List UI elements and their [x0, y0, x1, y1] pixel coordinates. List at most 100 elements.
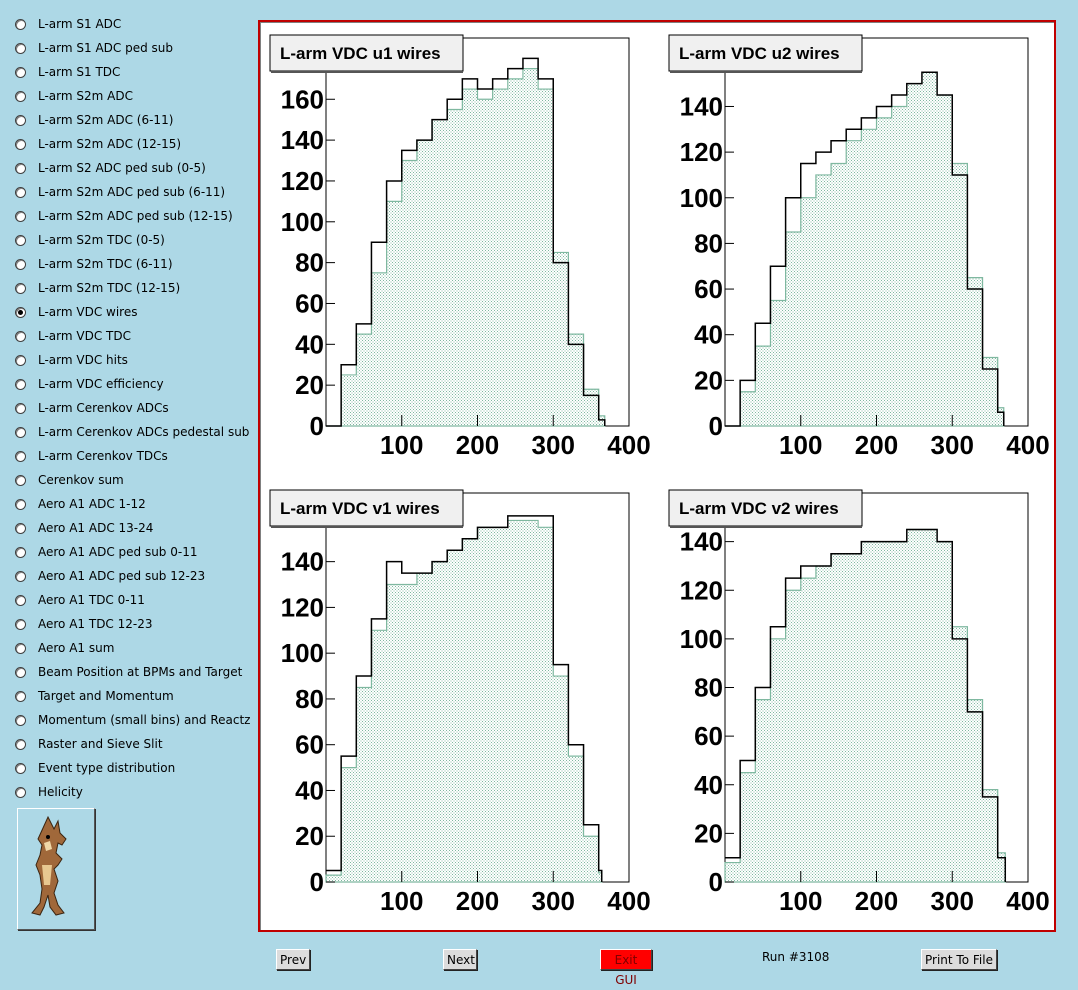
histogram-option-label: L-arm S1 ADC ped sub — [38, 41, 173, 55]
histogram-option-label: Momentum (small bins) and Reactz — [38, 713, 251, 727]
histogram-option-label: L-arm S2m TDC (12-15) — [38, 281, 181, 295]
radio-unchecked-icon[interactable] — [15, 762, 26, 774]
radio-unchecked-icon[interactable] — [15, 210, 26, 222]
radio-unchecked-icon[interactable] — [15, 186, 26, 198]
histogram-option[interactable]: L-arm S1 ADC ped sub — [15, 37, 173, 59]
radio-unchecked-icon[interactable] — [15, 282, 26, 294]
histogram-option[interactable]: L-arm VDC hits — [15, 349, 128, 371]
run-number-label: Run #3108 — [762, 950, 830, 964]
histogram-title: L-arm VDC u2 wires — [679, 44, 840, 63]
radio-unchecked-icon[interactable] — [15, 594, 26, 606]
histogram-title-box — [668, 489, 863, 527]
histogram-option[interactable]: Aero A1 sum — [15, 637, 114, 659]
radio-checked-icon[interactable] — [15, 306, 26, 318]
radio-unchecked-icon[interactable] — [15, 234, 26, 246]
y-tick-label: 40 — [694, 320, 723, 350]
histogram-option[interactable]: L-arm S2 ADC ped sub (0-5) — [15, 157, 206, 179]
radio-unchecked-icon[interactable] — [15, 714, 26, 726]
histogram-option[interactable]: L-arm S2m ADC (12-15) — [15, 133, 181, 155]
histogram-option[interactable]: Aero A1 TDC 12-23 — [15, 613, 153, 635]
histogram-option[interactable]: L-arm S2m ADC (6-11) — [15, 109, 173, 131]
histogram-option[interactable]: Raster and Sieve Slit — [15, 733, 163, 755]
x-tick-label: 300 — [931, 430, 974, 460]
x-tick-label: 400 — [1006, 430, 1049, 460]
radio-unchecked-icon[interactable] — [15, 42, 26, 54]
radio-unchecked-icon[interactable] — [15, 786, 26, 798]
x-tick-label: 200 — [855, 886, 898, 916]
histogram-option[interactable]: L-arm S1 TDC — [15, 61, 120, 83]
radio-unchecked-icon[interactable] — [15, 618, 26, 630]
exit-gui-button[interactable]: Exit GUI — [600, 949, 652, 987]
histogram-option[interactable]: L-arm S2m TDC (6-11) — [15, 253, 173, 275]
radio-unchecked-icon[interactable] — [15, 666, 26, 678]
radio-unchecked-icon[interactable] — [15, 18, 26, 30]
histogram-option[interactable]: Target and Momentum — [15, 685, 174, 707]
radio-unchecked-icon[interactable] — [15, 138, 26, 150]
histogram-option[interactable]: L-arm S2m ADC — [15, 85, 133, 107]
radio-unchecked-icon[interactable] — [15, 522, 26, 534]
histogram-title: L-arm VDC v1 wires — [280, 499, 440, 518]
histogram-option[interactable]: Helicity — [15, 781, 83, 803]
histogram-option[interactable]: L-arm Cerenkov ADCs pedestal sub — [15, 421, 249, 443]
next-button[interactable]: Next — [443, 949, 477, 970]
radio-unchecked-icon[interactable] — [15, 258, 26, 270]
histogram-option[interactable]: L-arm S2m ADC ped sub (12-15) — [15, 205, 233, 227]
radio-unchecked-icon[interactable] — [15, 66, 26, 78]
radio-unchecked-icon[interactable] — [15, 90, 26, 102]
radio-unchecked-icon[interactable] — [15, 546, 26, 558]
histogram-option[interactable]: L-arm S2m TDC (0-5) — [15, 229, 165, 251]
histogram-option[interactable]: Event type distribution — [15, 757, 175, 779]
histogram-option-label: L-arm S2m ADC ped sub (12-15) — [38, 209, 233, 223]
y-tick-label: 80 — [694, 673, 723, 703]
histogram-option[interactable]: L-arm VDC TDC — [15, 325, 131, 347]
histogram-option[interactable]: Aero A1 ADC ped sub 12-23 — [15, 565, 205, 587]
x-tick-label: 400 — [607, 430, 650, 460]
histogram-option[interactable]: Beam Position at BPMs and Target — [15, 661, 242, 683]
radio-unchecked-icon[interactable] — [15, 426, 26, 438]
histogram-option[interactable]: Cerenkov sum — [15, 469, 124, 491]
radio-unchecked-icon[interactable] — [15, 162, 26, 174]
histogram-option[interactable]: Aero A1 ADC 13-24 — [15, 517, 153, 539]
y-tick-label: 40 — [694, 770, 723, 800]
y-tick-label: 100 — [680, 624, 723, 654]
radio-unchecked-icon[interactable] — [15, 474, 26, 486]
radio-unchecked-icon[interactable] — [15, 354, 26, 366]
histogram-option[interactable]: L-arm VDC efficiency — [15, 373, 164, 395]
y-tick-label: 0 — [310, 411, 324, 441]
radio-unchecked-icon[interactable] — [15, 690, 26, 702]
histogram-option-label: L-arm S1 TDC — [38, 65, 121, 79]
radio-unchecked-icon[interactable] — [15, 402, 26, 414]
radio-unchecked-icon[interactable] — [15, 642, 26, 654]
radio-unchecked-icon[interactable] — [15, 498, 26, 510]
x-tick-label: 300 — [532, 430, 575, 460]
print-to-file-button[interactable]: Print To File — [921, 949, 997, 970]
radio-unchecked-icon[interactable] — [15, 738, 26, 750]
y-tick-label: 0 — [709, 411, 723, 441]
x-tick-label: 100 — [380, 886, 423, 916]
radio-unchecked-icon[interactable] — [15, 378, 26, 390]
histogram-option[interactable]: L-arm S1 ADC — [15, 13, 121, 35]
y-tick-label: 80 — [694, 228, 723, 258]
histogram-option[interactable]: L-arm S2m ADC ped sub (6-11) — [15, 181, 225, 203]
y-tick-label: 160 — [281, 84, 324, 114]
histogram-option[interactable]: Momentum (small bins) and Reactz — [15, 709, 250, 731]
histogram-option[interactable]: Aero A1 ADC 1-12 — [15, 493, 146, 515]
histogram-option-label: Aero A1 ADC ped sub 0-11 — [38, 545, 198, 559]
histogram-panel: 0 20 40 60 80 100 120 140 100 200 300 400 L-arm VDC … — [668, 489, 1050, 916]
prev-button[interactable]: Prev — [276, 949, 310, 970]
histogram-option[interactable]: L-arm VDC wires — [15, 301, 137, 323]
radio-unchecked-icon[interactable] — [15, 114, 26, 126]
y-tick-label: 20 — [295, 370, 324, 400]
histogram-option[interactable]: L-arm S2m TDC (12-15) — [15, 277, 180, 299]
radio-unchecked-icon[interactable] — [15, 570, 26, 582]
histogram-option[interactable]: Aero A1 TDC 0-11 — [15, 589, 145, 611]
histogram-option[interactable]: L-arm Cerenkov ADCs — [15, 397, 169, 419]
histogram-option-label: Beam Position at BPMs and Target — [38, 665, 243, 679]
histogram-option[interactable]: Aero A1 ADC ped sub 0-11 — [15, 541, 197, 563]
y-tick-label: 60 — [295, 288, 324, 318]
radio-unchecked-icon[interactable] — [15, 450, 26, 462]
histogram-option[interactable]: L-arm Cerenkov TDCs — [15, 445, 168, 467]
x-tick-label: 200 — [855, 430, 898, 460]
radio-unchecked-icon[interactable] — [15, 330, 26, 342]
